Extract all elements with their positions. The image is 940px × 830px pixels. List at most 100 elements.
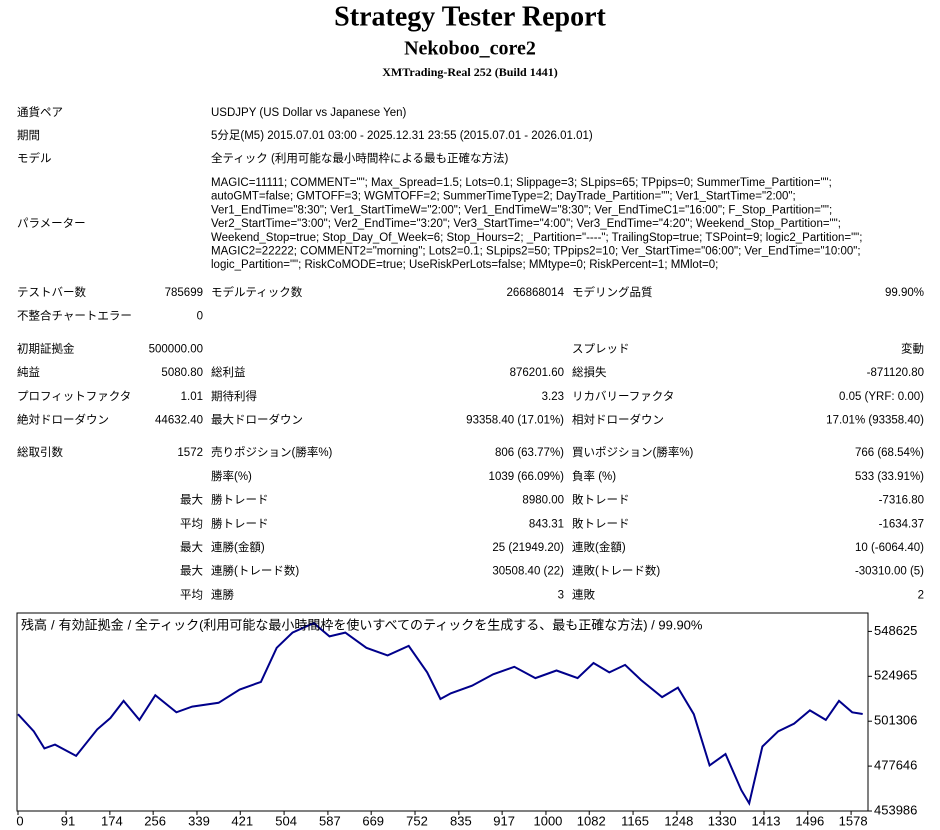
- stat-label: 連敗(トレード数): [572, 564, 660, 578]
- info-value: 全ティック (利用可能な最小時間枠による最も正確な方法): [211, 151, 508, 165]
- parameters-line: Weekend_Stop=true; Stop_Day_Of_Week=6; S…: [211, 232, 862, 244]
- stat-label: 勝トレード: [211, 493, 269, 507]
- stat-label: リカバリーファクタ: [572, 390, 674, 403]
- stat-label: 連勝: [211, 587, 234, 601]
- stat-value: 10 (-6064.40): [855, 542, 924, 554]
- chart-frame: [16, 612, 869, 812]
- stat-label: 総取引数: [17, 445, 63, 459]
- stat-value: 99.90%: [885, 287, 924, 299]
- stat-value: -7316.80: [879, 495, 924, 507]
- legend-text: 有効証拠金: [59, 617, 124, 632]
- stat-value: -871120.80: [867, 367, 924, 379]
- y-tick-label: 453986: [874, 802, 917, 817]
- stat-value: 0.05 (YRF: 0.00): [839, 391, 924, 403]
- parameters-line: MAGIC=11111; COMMENT=""; Max_Spread=1.5;…: [211, 177, 832, 189]
- stat-value: 0: [197, 311, 203, 323]
- parameters-line: Ver1_EndTime="8:30"; Ver1_StartTimeW="2:…: [211, 204, 832, 216]
- x-tick-label: 339: [188, 813, 210, 828]
- stat-value: 266868014: [506, 287, 564, 299]
- x-tick-label: 669: [362, 813, 384, 828]
- stat-value: 平均: [180, 588, 203, 601]
- stat-label: 絶対ドローダウン: [17, 413, 109, 427]
- info-value: 5分足(M5) 2015.07.01 03:00 - 2025.12.31 23…: [211, 129, 593, 142]
- y-tick-label: 524965: [874, 668, 917, 683]
- report-subtitle: Nekoboo_core2: [404, 38, 536, 60]
- stat-label: 期待利得: [211, 389, 257, 403]
- parameters-line: MAGIC2=22222; COMMENT2="morning"; Lots2=…: [211, 246, 861, 258]
- stat-label: 売りポジション(勝率%): [211, 445, 333, 459]
- x-tick-label: 835: [450, 813, 472, 828]
- parameters-label: パラメーター: [17, 217, 86, 230]
- stat-value: 最大: [180, 540, 203, 554]
- x-tick-label: 1248: [664, 813, 693, 828]
- stat-label: 最大ドローダウン: [211, 413, 303, 427]
- stat-value: 843.31: [529, 518, 564, 530]
- stat-value: 533 (33.91%): [855, 471, 924, 483]
- stat-value: 876201.60: [510, 367, 564, 379]
- info-label: 期間: [17, 129, 40, 142]
- stat-label: 買いポジション(勝率%): [572, 445, 694, 459]
- stat-value: 1.01: [181, 391, 203, 403]
- stat-value: 最大: [180, 493, 203, 507]
- stat-label: 勝トレード: [211, 516, 269, 530]
- report-title: Strategy Tester Report: [334, 1, 606, 32]
- x-tick-label: 1165: [621, 813, 649, 828]
- x-tick-label: 1578: [839, 813, 868, 828]
- stat-value: 3.23: [542, 391, 564, 403]
- stat-label: 敗トレード: [572, 516, 630, 530]
- x-tick-label: 1413: [752, 813, 781, 828]
- x-tick-label: 1000: [533, 813, 562, 828]
- parameters-line: autoGMT=false; GMTOFF=3; WGMTOFF=2; Summ…: [211, 191, 796, 203]
- stat-value: 3: [558, 589, 564, 601]
- stat-label: 不整合チャートエラー: [17, 309, 132, 323]
- legend-text: / 全ティック(利用可能な最小時間枠を使いすべてのティックを生成する、最も正確な…: [128, 617, 703, 632]
- stat-value: 最大: [180, 564, 203, 578]
- stat-value: 平均: [180, 517, 203, 530]
- stat-value: 5080.80: [161, 367, 203, 379]
- stat-value: -1634.37: [879, 518, 924, 530]
- stat-label: モデリング品質: [572, 285, 653, 299]
- stat-value: 1572: [177, 447, 203, 459]
- balance-line: [17, 621, 863, 807]
- y-tick-label: 501306: [874, 713, 917, 728]
- stat-label: 純益: [17, 365, 40, 379]
- stat-value: 17.01% (93358.40): [826, 415, 924, 427]
- build-info: XMTrading-Real 252 (Build 1441): [382, 65, 557, 79]
- stat-label: 相対ドローダウン: [572, 413, 664, 427]
- info-label: 通貨ペア: [17, 105, 63, 119]
- y-tick-label: 548625: [874, 623, 917, 638]
- stat-label: 連敗(金額): [572, 540, 626, 554]
- stat-label: 連勝(トレード数): [211, 564, 299, 578]
- stat-label: 勝率(%): [211, 469, 252, 483]
- stat-label: 総損失: [572, 365, 607, 379]
- x-tick-label: 917: [493, 813, 515, 828]
- x-tick-label: 174: [101, 813, 123, 828]
- stat-label: 総利益: [211, 365, 246, 379]
- stat-value: 2: [918, 589, 924, 601]
- stat-value: 93358.40 (17.01%): [466, 415, 564, 427]
- x-tick-label: 421: [231, 813, 253, 828]
- stat-label: プロフィットファクタ: [17, 390, 131, 403]
- stat-value: 806 (63.77%): [495, 447, 564, 459]
- stat-label: 敗トレード: [572, 493, 630, 507]
- stat-value: 変動: [901, 341, 924, 355]
- parameters-line: Ver2_StartTime="3:00"; Ver2_EndTime="3:2…: [211, 218, 841, 230]
- stat-label: 初期証拠金: [17, 341, 75, 355]
- x-tick-label: 504: [275, 813, 297, 828]
- y-tick-label: 477646: [874, 758, 917, 773]
- parameters-line: logic_Partition=""; RiskCoMODE=true; Use…: [211, 259, 718, 271]
- stat-label: 負率 (%): [572, 469, 616, 483]
- stat-label: モデルティック数: [211, 285, 303, 299]
- stat-value: 500000.00: [149, 343, 203, 355]
- stat-value: 8980.00: [522, 495, 564, 507]
- stat-value: -30310.00 (5): [855, 566, 924, 578]
- legend-text: /: [51, 617, 55, 632]
- stat-value: 25 (21949.20): [492, 542, 564, 554]
- x-tick-label: 0: [16, 813, 23, 828]
- x-tick-label: 752: [406, 813, 428, 828]
- x-tick-label: 1082: [577, 813, 606, 828]
- x-tick-label: 1330: [708, 813, 737, 828]
- legend-entry: 残高: [21, 617, 47, 632]
- stat-label: スプレッド: [572, 342, 630, 355]
